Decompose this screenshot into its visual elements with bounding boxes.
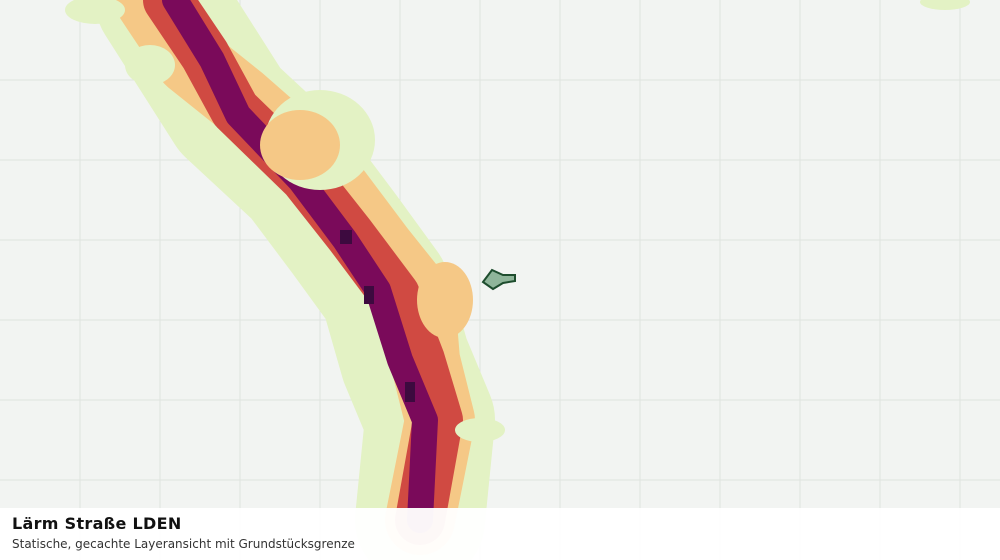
noise-patch-peak bbox=[364, 286, 374, 304]
noise-patch-peak bbox=[405, 382, 415, 402]
noise-patch bbox=[417, 262, 473, 338]
layer-subtitle: Statische, gecachte Layeransicht mit Gru… bbox=[12, 537, 355, 551]
parcel-boundary[interactable] bbox=[481, 268, 516, 291]
noise-patch bbox=[260, 110, 340, 180]
noise-patch bbox=[455, 418, 505, 442]
noise-patch bbox=[65, 0, 125, 24]
layer-title: Lärm Straße LDEN bbox=[12, 514, 182, 533]
noise-patch-peak bbox=[340, 230, 352, 244]
noise-patch bbox=[125, 45, 175, 85]
legend-panel: Lärm Straße LDEN Statische, gecachte Lay… bbox=[0, 508, 1000, 560]
noise-patch bbox=[920, 0, 970, 10]
